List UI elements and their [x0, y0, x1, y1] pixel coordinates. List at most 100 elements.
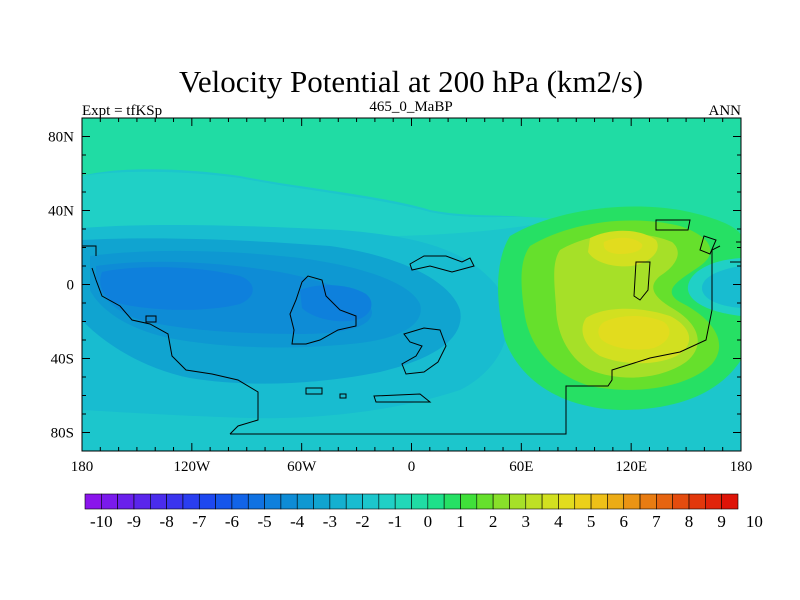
colorbar-swatch — [476, 493, 494, 510]
colorbar-swatch — [117, 493, 135, 510]
colorbar-swatch — [639, 493, 657, 510]
colorbar-swatch — [182, 493, 200, 510]
colorbar-swatch — [101, 493, 118, 510]
y-tick-label: 40N — [48, 204, 74, 220]
colorbar-label: -8 — [160, 512, 174, 531]
colorbar-label: 4 — [554, 512, 563, 531]
colorbar-label: 6 — [619, 512, 628, 531]
colorbar-swatch — [247, 493, 265, 510]
field-contour-plus5-north — [603, 237, 643, 254]
colorbar-swatch — [427, 493, 445, 510]
colorbar-labels: -10 -9 -8 -7 -6 -5 -4 -3 -2 -1 0 1 2 3 4 5 6 7 8 9 10 — [90, 512, 763, 531]
x-tick-label: 120W — [173, 459, 211, 475]
season-label: ANN — [709, 103, 742, 119]
colorbar-swatch — [345, 493, 363, 510]
colorbar-label: 10 — [746, 512, 763, 531]
colorbar-label: 7 — [652, 512, 661, 531]
colorbar-swatch — [558, 493, 576, 510]
coastline-australia-like — [401, 327, 447, 375]
colorbar-label: 5 — [587, 512, 596, 531]
colorbar-swatch — [721, 493, 739, 510]
colorbar-label: -1 — [388, 512, 402, 531]
colorbar-label: 8 — [685, 512, 694, 531]
x-tick-label: 180 — [71, 459, 94, 475]
colorbar-label: 2 — [489, 512, 498, 531]
colorbar-swatch — [166, 493, 184, 510]
colorbar-swatch — [672, 493, 690, 510]
colorbar-swatch — [509, 493, 527, 510]
colorbar-swatch — [394, 493, 412, 510]
colorbar-swatch — [492, 493, 510, 510]
experiment-label: Expt = tfKSp — [82, 103, 162, 119]
colorbar-swatch — [656, 493, 674, 510]
coastline-northern-islands — [409, 255, 475, 273]
colorbar-swatch — [133, 493, 151, 510]
x-tick-label: 60E — [509, 459, 533, 475]
colorbar-swatch — [264, 493, 282, 510]
chart-title: Velocity Potential at 200 hPa (km2/s) — [179, 64, 643, 99]
colorbar-swatch — [150, 493, 167, 510]
colorbar — [84, 493, 739, 510]
y-tick-label: 80N — [48, 130, 74, 146]
y-tick-labels: 80N 40N 0 40S 80S — [48, 130, 74, 442]
coastline-east-asia — [633, 219, 717, 301]
colorbar-swatch — [329, 493, 347, 510]
x-tick-label: 120E — [615, 459, 647, 475]
x-tick-label: 60W — [287, 459, 317, 475]
coastlines — [82, 219, 741, 435]
x-tick-marks — [81, 118, 742, 451]
colorbar-label: -5 — [257, 512, 271, 531]
coastline-eastern-edge — [730, 241, 741, 263]
colorbar-swatch — [84, 493, 102, 510]
period-label: 465_0_MaBP — [369, 99, 452, 115]
field-band-northern-cyan — [82, 171, 560, 237]
colorbar-swatch — [623, 493, 641, 510]
colorbar-swatch — [590, 493, 608, 510]
y-tick-label: 0 — [67, 278, 75, 294]
coastline-southern-islands — [305, 387, 432, 403]
colorbar-swatch — [460, 493, 478, 510]
coastline-antarctica-edge — [230, 245, 721, 435]
colorbar-swatch — [231, 493, 249, 510]
colorbar-label: 3 — [522, 512, 531, 531]
colorbar-label: 9 — [717, 512, 726, 531]
colorbar-swatch — [198, 493, 216, 510]
y-tick-label: 40S — [51, 352, 74, 368]
coastline-americas — [91, 267, 259, 435]
colorbar-swatch — [362, 493, 380, 510]
x-tick-labels: 180 120W 60W 0 60E 120E 180 — [71, 459, 753, 475]
y-tick-label: 80S — [51, 426, 74, 442]
colorbar-swatch — [378, 493, 396, 510]
colorbar-swatch — [607, 493, 625, 510]
colorbar-swatch — [411, 493, 429, 510]
field-contour-minus6 — [100, 267, 253, 310]
colorbar-swatch — [215, 493, 233, 510]
colorbar-swatch — [541, 493, 559, 510]
colorbar-label: -9 — [127, 512, 141, 531]
field-contour-plus5-south — [598, 316, 670, 350]
colorbar-swatch — [705, 493, 722, 510]
colorbar-label: -3 — [323, 512, 337, 531]
colorbar-swatch — [688, 493, 706, 510]
x-tick-label: 180 — [730, 459, 753, 475]
colorbar-label: -10 — [90, 512, 113, 531]
colorbar-label: -7 — [192, 512, 207, 531]
map-panel — [82, 118, 741, 451]
y-tick-marks — [82, 117, 741, 452]
colorbar-swatch — [280, 493, 298, 510]
colorbar-swatch — [574, 493, 592, 510]
colorbar-swatch — [296, 493, 314, 510]
coastline-western-edge — [82, 245, 157, 323]
field-band-northern-green — [82, 118, 741, 236]
colorbar-label: 1 — [456, 512, 465, 531]
colorbar-label: 0 — [424, 512, 433, 531]
colorbar-label: -2 — [355, 512, 369, 531]
colorbar-swatch — [313, 493, 331, 510]
colorbar-swatch — [525, 493, 543, 510]
colorbar-label: -4 — [290, 512, 305, 531]
colorbar-label: -6 — [225, 512, 239, 531]
x-tick-label: 0 — [408, 459, 416, 475]
field-contour-minus6-atlantic — [300, 285, 372, 322]
coastline-africa — [289, 275, 357, 345]
